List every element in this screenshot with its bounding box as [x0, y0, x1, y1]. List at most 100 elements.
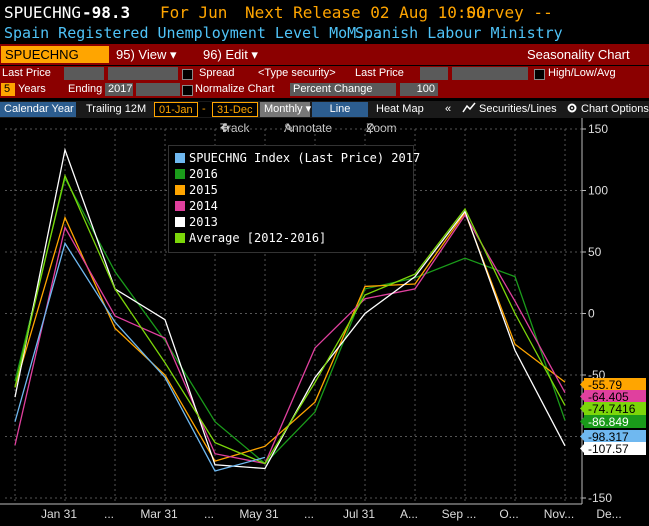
years-label: Years — [18, 83, 46, 95]
survey-label: Survey -- — [466, 3, 553, 22]
legend-label: 2015 — [189, 183, 218, 197]
range-dash: - — [198, 102, 212, 117]
field-2-box[interactable] — [420, 67, 448, 80]
pencil-icon: ✎ — [284, 121, 295, 135]
legend-swatch — [175, 169, 185, 179]
end-value-label: -74.7416 — [580, 402, 646, 416]
ticker-label: SPUECHNG — [4, 3, 82, 22]
legend-swatch — [175, 153, 185, 163]
end-value-label: -55.79 — [580, 378, 646, 392]
spread-label: Spread — [199, 67, 235, 79]
series-line — [14, 176, 566, 465]
high-low-avg-checkbox[interactable] — [534, 69, 545, 80]
securities-lines-button[interactable]: Securities/Lines — [458, 102, 558, 117]
x-tick-label: Sep ... — [442, 507, 477, 521]
spread-checkbox[interactable] — [182, 69, 193, 80]
y-tick-label: 100 — [588, 184, 608, 198]
x-tick-label: Jan 31 — [41, 507, 77, 521]
legend-label: 2013 — [189, 215, 218, 229]
x-tick-label: Mar 31 — [140, 507, 178, 521]
legend-entry: 2016 — [175, 167, 218, 183]
x-tick-label: ... — [204, 507, 214, 521]
end-value-label: -98.317 — [580, 430, 646, 444]
collapse-button[interactable]: « — [441, 102, 455, 117]
percent-value-input[interactable]: 100 — [400, 83, 438, 96]
security-input[interactable]: SPUECHNG Index — [1, 46, 109, 79]
settings-row-2: 5 Years Ending 2017 Normalize Chart Perc… — [0, 82, 649, 98]
description-bar: Spain Registered Unemployment Level MoM.… — [0, 24, 649, 42]
track-icon: ✥ — [220, 121, 231, 135]
last-value: -98.3 — [82, 3, 131, 22]
frequency-select[interactable]: Monthly ▾ — [260, 102, 311, 117]
line-chart-icon — [462, 102, 476, 113]
legend-label: Average [2012-2016] — [189, 231, 327, 245]
gear-icon — [567, 103, 577, 113]
normalize-checkbox[interactable] — [182, 85, 193, 96]
source-text: Spanish Labour Ministry — [355, 24, 563, 42]
trailing-12m-button[interactable]: Trailing 12M — [82, 102, 152, 117]
y-tick-label: 50 — [588, 245, 602, 259]
next-release-label: Next Release 02 Aug 10:00 — [245, 3, 486, 22]
type-security-input[interactable]: <Type security> — [258, 67, 336, 79]
field-2-extra-box[interactable] — [452, 67, 528, 80]
ending-year-input[interactable]: 2017 — [105, 83, 133, 96]
svg-text:-74.7416: -74.7416 — [588, 402, 636, 416]
edit-menu[interactable]: 96) Edit ▾ — [203, 47, 258, 62]
svg-text:-98.317: -98.317 — [588, 430, 629, 444]
years-count-input[interactable]: 5 — [1, 83, 15, 96]
view-menu[interactable]: 95) View ▾ — [116, 47, 177, 62]
zoom-label: Zoom — [366, 121, 397, 135]
svg-text:-107.57: -107.57 — [588, 442, 629, 456]
end-value-label: -64.405 — [580, 390, 646, 404]
line-button[interactable]: Line — [312, 102, 368, 117]
track-label: Track — [220, 121, 250, 135]
end-value-label: -86.849 — [580, 415, 646, 429]
x-tick-label: De... — [596, 507, 621, 521]
calendar-year-button[interactable]: Calendar Year — [0, 102, 76, 117]
series-line — [14, 241, 266, 472]
field-1-label[interactable]: Last Price — [2, 67, 51, 79]
legend-label: 2014 — [189, 199, 218, 213]
magnifier-icon: ⚲ — [366, 121, 375, 135]
x-tick-label: A... — [400, 507, 418, 521]
range-end-input[interactable]: 31-Dec — [212, 102, 258, 117]
ending-extra-box[interactable] — [136, 83, 180, 96]
x-tick-label: ... — [104, 507, 114, 521]
legend-label: SPUECHNG Index (Last Price) 2017 — [189, 151, 421, 165]
x-tick-label: May 31 — [239, 507, 279, 521]
field-1-box[interactable] — [64, 67, 104, 80]
legend-entry: Average [2012-2016] — [175, 231, 326, 247]
chart-legend: SPUECHNG Index (Last Price) 2017 2016 2015… — [168, 145, 420, 253]
legend-entry: 2015 — [175, 183, 218, 199]
chart-options-button[interactable]: Chart Options — [562, 102, 649, 117]
legend-swatch — [175, 201, 185, 211]
legend-entry: 2014 — [175, 199, 218, 215]
y-tick-label: 150 — [588, 122, 608, 136]
legend-entry: SPUECHNG Index (Last Price) 2017 — [175, 151, 420, 167]
description-text: Spain Registered Unemployment Level MoM.… — [4, 24, 384, 42]
y-tick-label: 0 — [588, 307, 595, 321]
range-start-input[interactable]: 01-Jan — [154, 102, 198, 117]
securities-lines-label: Securities/Lines — [479, 103, 557, 115]
field-1-extra-box[interactable] — [108, 67, 178, 80]
security-header: SPUECHNG -98.3 For Jun Next Release 02 A… — [0, 0, 649, 24]
chart-type-label: Seasonality Chart — [527, 47, 630, 62]
svg-text:-64.405: -64.405 — [588, 390, 629, 404]
chart-tools: ✥ Track ✎ Annotate ⚲ Zoom — [210, 119, 420, 137]
y-tick-label: -150 — [588, 491, 612, 505]
legend-swatch — [175, 233, 185, 243]
svg-text:-86.849: -86.849 — [588, 415, 629, 429]
percent-change-select[interactable]: Percent Change — [290, 83, 396, 96]
chart-options-label: Chart Options — [581, 103, 649, 115]
x-tick-label: O... — [499, 507, 518, 521]
field-2-label[interactable]: Last Price — [355, 67, 404, 79]
end-value-label: -107.57 — [580, 442, 646, 456]
annotate-label: Annotate — [284, 121, 333, 135]
x-tick-label: Nov... — [544, 507, 574, 521]
legend-swatch — [175, 185, 185, 195]
x-tick-label: Jul 31 — [343, 507, 375, 521]
heat-map-button[interactable]: Heat Map — [372, 102, 424, 117]
ending-label: Ending — [68, 83, 103, 95]
